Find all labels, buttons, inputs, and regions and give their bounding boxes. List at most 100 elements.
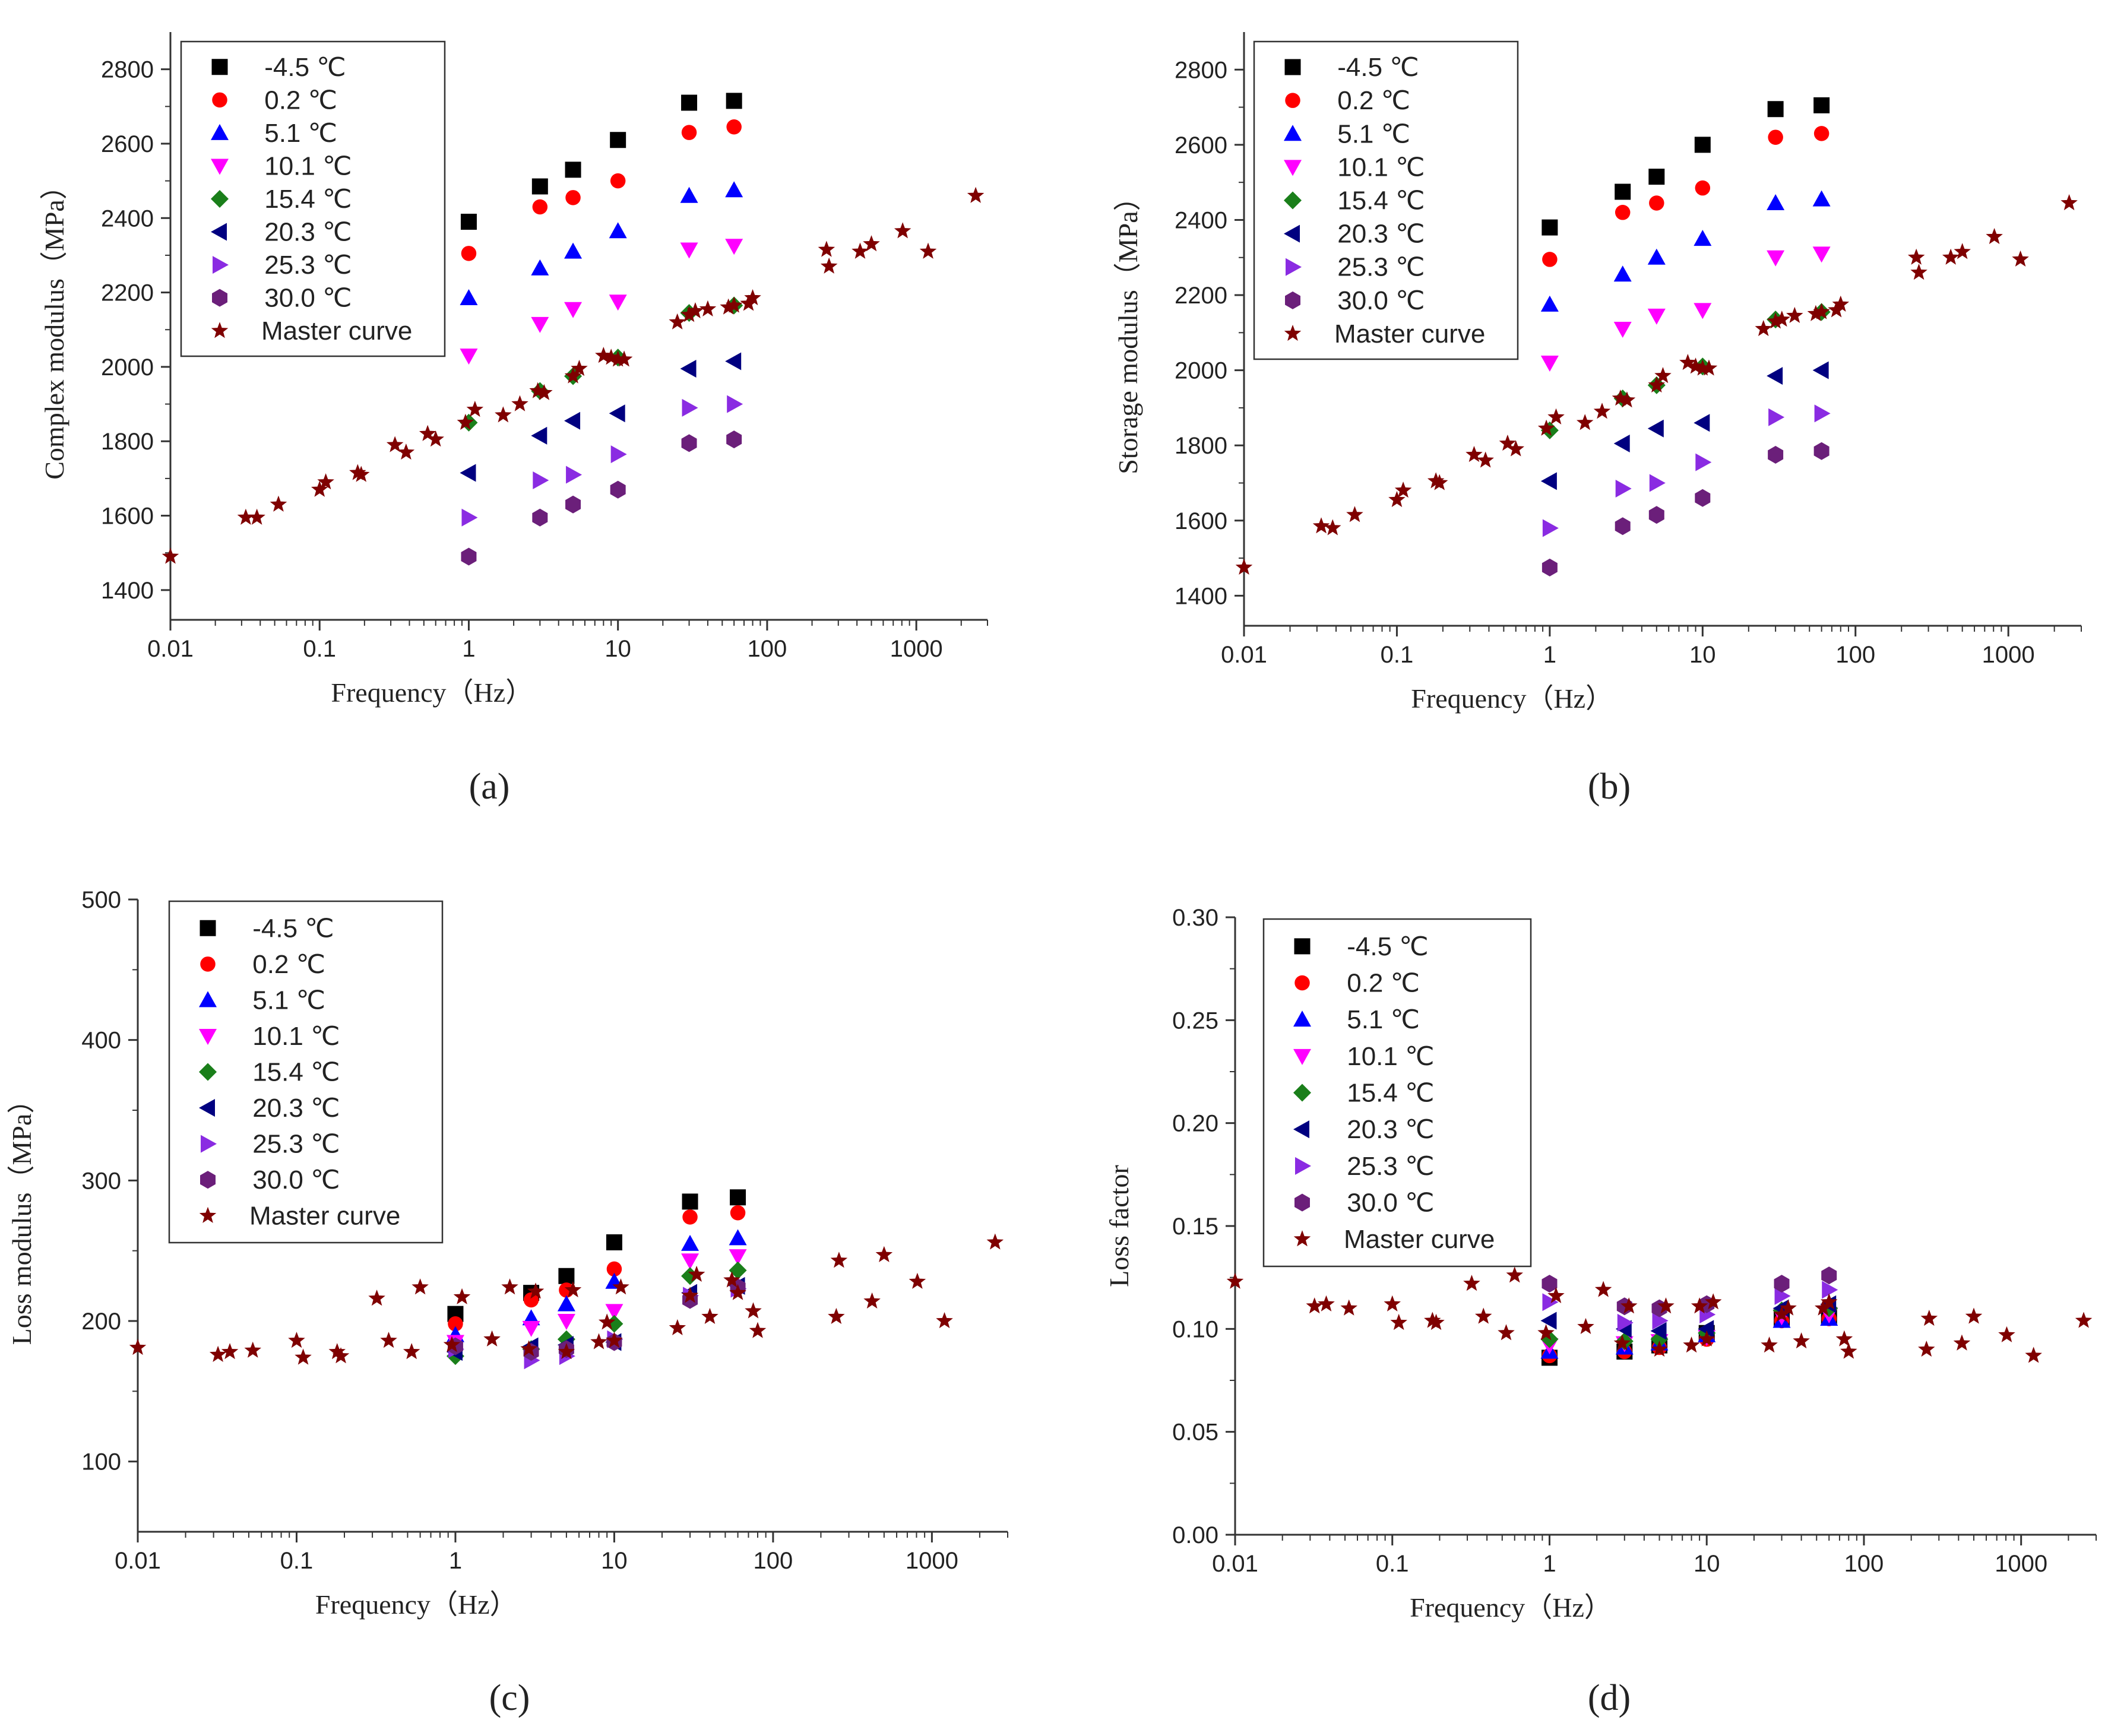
data-point [209, 1345, 227, 1362]
data-point [909, 1272, 926, 1289]
legend-label: -4.5 ℃ [245, 914, 334, 943]
data-point [1463, 1275, 1480, 1291]
data-point [461, 246, 477, 261]
data-point [1695, 489, 1711, 507]
data-point [1679, 353, 1696, 370]
data-point [511, 395, 528, 411]
data-point [1910, 264, 1927, 280]
legend-label: 5.1 ℃ [245, 986, 325, 1015]
data-point [1918, 1341, 1935, 1357]
data-point [669, 1319, 686, 1335]
data-point [1820, 1293, 1838, 1310]
y-tick-label: 300 [81, 1168, 121, 1194]
data-point [1648, 506, 1664, 524]
data-point [1428, 1313, 1445, 1330]
data-point [461, 547, 477, 566]
x-axis-label: Frequency（Hz） [1410, 1592, 1612, 1623]
data-point [863, 1292, 881, 1309]
series-t02 [1542, 1311, 1837, 1364]
data-point [727, 395, 743, 413]
series-t02 [461, 119, 742, 261]
data-point [749, 1322, 767, 1338]
y-tick-label: 0.20 [1172, 1111, 1218, 1137]
data-point [412, 1278, 429, 1295]
y-axis-label: Storage modulus（MPa） [1113, 183, 1143, 474]
legend-label: -4.5 ℃ [257, 53, 346, 82]
data-point [523, 1292, 539, 1308]
legend-label: 10.1 ℃ [1330, 153, 1425, 182]
x-tick-label: 0.1 [1376, 1551, 1409, 1577]
legend-marker [199, 1206, 217, 1223]
legend-marker [213, 256, 229, 274]
data-point [1346, 506, 1363, 522]
data-point [221, 1343, 239, 1360]
data-point [386, 436, 404, 452]
series-t51 [1540, 190, 1831, 312]
data-point [1774, 1287, 1791, 1305]
data-point [1647, 248, 1666, 265]
data-point [495, 406, 512, 423]
y-tick-label: 0.00 [1172, 1522, 1218, 1548]
series-master [162, 186, 985, 564]
legend-label: 30.0 ℃ [1330, 286, 1425, 315]
series-t51 [1540, 1310, 1838, 1359]
y-axis-label: Complex modulus（MPa） [39, 172, 69, 480]
data-point [680, 242, 698, 259]
data-point [1813, 442, 1830, 460]
data-point [1812, 246, 1831, 263]
data-point [1814, 404, 1831, 423]
data-point [443, 1336, 461, 1352]
data-point [558, 1343, 575, 1360]
data-point [612, 1278, 629, 1295]
legend-marker [199, 1028, 217, 1045]
legend-label: Master curve [1344, 1225, 1495, 1254]
data-point [682, 1209, 698, 1225]
data-point [1649, 195, 1664, 211]
data-point [1793, 1332, 1810, 1349]
data-point [557, 1314, 575, 1330]
data-point [701, 1307, 719, 1325]
y-tick-label: 2000 [101, 354, 154, 381]
data-point [986, 1233, 1004, 1250]
data-point [558, 1268, 575, 1284]
legend-marker [1293, 1120, 1309, 1139]
data-point [688, 1265, 705, 1282]
data-point [1704, 1293, 1722, 1310]
data-point [1613, 435, 1630, 453]
data-point [1648, 169, 1665, 185]
data-point [818, 240, 835, 257]
data-point [1537, 1324, 1555, 1341]
data-point [352, 465, 370, 482]
data-point [1466, 446, 1483, 462]
data-point [1813, 126, 1830, 141]
data-point [852, 242, 869, 259]
y-tick-label: 0.15 [1172, 1214, 1218, 1240]
legend-marker [1293, 1230, 1311, 1247]
data-point [1835, 1330, 1853, 1347]
x-tick-label: 0.1 [303, 636, 336, 662]
y-tick-label: 100 [81, 1449, 121, 1475]
legend-label: 0.2 ℃ [1330, 86, 1410, 115]
data-point [745, 1302, 762, 1319]
data-point [729, 1284, 746, 1300]
data-point [1474, 1307, 1492, 1324]
data-point [1965, 1307, 1983, 1324]
data-point [1907, 248, 1925, 265]
data-point [605, 1304, 623, 1320]
series-t300 [447, 1278, 746, 1361]
data-point [681, 1234, 699, 1251]
series-t203 [1540, 1295, 1837, 1340]
legend-label: 10.1 ℃ [257, 151, 352, 180]
data-point [1942, 248, 1960, 265]
x-tick-label: 0.01 [1212, 1551, 1258, 1577]
data-point [1767, 312, 1784, 329]
legend-marker [1295, 1157, 1311, 1175]
y-tick-label: 1800 [101, 429, 154, 455]
data-point [1694, 230, 1712, 246]
data-point [610, 132, 626, 148]
x-tick-label: 1000 [890, 636, 943, 662]
data-point [248, 508, 265, 525]
chart-panel-d: 0.01 0.1 1 10 100 1000 0.00 0.05 0.10 0.15 0.20 0.2… [1104, 905, 2097, 1718]
legend-marker [1285, 93, 1300, 108]
x-tick-label: 100 [748, 636, 787, 662]
